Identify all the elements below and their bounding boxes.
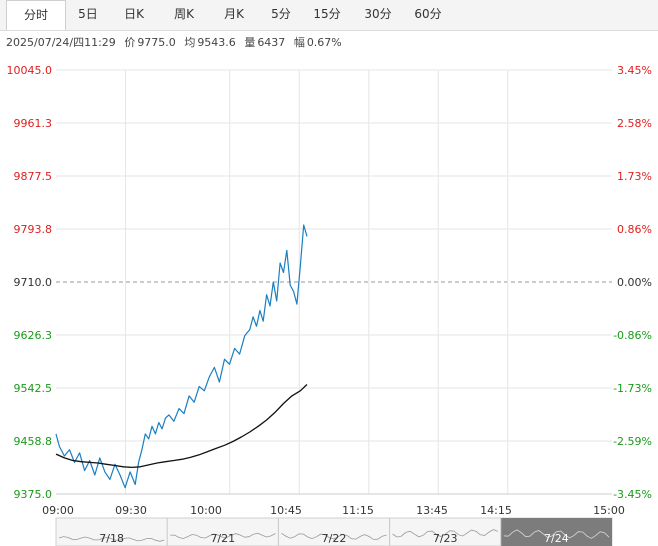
y-tick-label-left: 9793.8 [14, 223, 53, 236]
tab-60min[interactable]: 60分 [414, 7, 442, 21]
y-tick-label-left: 9877.5 [14, 170, 53, 183]
x-tick-label: 09:30 [115, 504, 147, 517]
overview-date-label: 7/18 [99, 532, 124, 545]
tab-30min[interactable]: 30分 [364, 7, 392, 21]
overview-sparkline [58, 536, 165, 542]
y-tick-label-right: 0.00% [617, 276, 652, 289]
overview-sparkline [170, 532, 276, 539]
x-tick-label: 15:00 [593, 504, 625, 517]
x-tick-label: 10:45 [270, 504, 302, 517]
y-tick-label-right: -3.45% [613, 488, 652, 501]
x-tick-label: 13:45 [416, 504, 448, 517]
x-tick-label: 11:15 [342, 504, 374, 517]
price-series-line [55, 224, 308, 489]
y-tick-label-right: 1.73% [617, 170, 652, 183]
y-tick-label-right: -0.86% [613, 329, 652, 342]
quote-info-bar: 2025/07/24/四11:29 价 9775.0 均 9543.6 量 6437 … [6, 34, 347, 52]
overview-sparkline [392, 529, 498, 538]
info-amplitude: 0.67% [306, 36, 342, 49]
y-tick-label-right: -2.59% [613, 435, 652, 448]
x-tick-label: 14:15 [480, 504, 512, 517]
overview-navigator [55, 517, 613, 546]
overview-sparkline [503, 529, 610, 539]
info-datetime: 2025/07/24/四11:29 [6, 36, 116, 49]
info-avg-label: 均 [184, 36, 196, 49]
y-tick-label-left: 9375.0 [14, 488, 53, 501]
info-volume-label: 量 [244, 36, 256, 49]
overview-sparkline [281, 532, 387, 540]
y-tick-label-left: 9542.5 [14, 382, 53, 395]
y-tick-label-right: 0.86% [617, 223, 652, 236]
tab-5min[interactable]: 5分 [271, 7, 291, 21]
tab-weekly-k[interactable]: 周K [174, 7, 194, 21]
y-tick-label-right: -1.73% [613, 382, 652, 395]
overview-active-window[interactable] [500, 518, 612, 546]
tab-15min[interactable]: 15分 [313, 7, 341, 21]
overview-date-label: 7/24 [544, 532, 569, 545]
tab-5day[interactable]: 5日 [78, 7, 98, 21]
overview-date-label: 7/22 [322, 532, 347, 545]
y-tick-label-right: 2.58% [617, 117, 652, 130]
y-tick-label-right: 3.45% [617, 64, 652, 77]
info-price-label: 价 [124, 36, 136, 49]
y-tick-label-left: 10045.0 [7, 64, 53, 77]
x-tick-label: 10:00 [190, 504, 222, 517]
tab-daily-k[interactable]: 日K [124, 7, 144, 21]
info-price: 9775.0 [137, 36, 176, 49]
x-tick-label: 09:00 [42, 504, 74, 517]
info-avg: 9543.6 [197, 36, 236, 49]
overview-date-label: 7/23 [433, 532, 458, 545]
chart-period-tabs: 分时 5日 日K 周K 月K 5分 15分 30分 60分 [0, 0, 658, 31]
y-tick-label-left: 9961.3 [14, 117, 53, 130]
tab-monthly-k[interactable]: 月K [224, 7, 244, 21]
info-volume: 6437 [257, 36, 286, 49]
y-tick-label-left: 9710.0 [14, 276, 53, 289]
overview-date-label: 7/21 [210, 532, 235, 545]
info-amplitude-label: 幅 [293, 36, 305, 49]
average-series-line [55, 384, 308, 469]
y-tick-label-left: 9626.3 [14, 329, 53, 342]
y-tick-label-left: 9458.8 [14, 435, 53, 448]
tab-intraday[interactable]: 分时 [6, 0, 66, 30]
